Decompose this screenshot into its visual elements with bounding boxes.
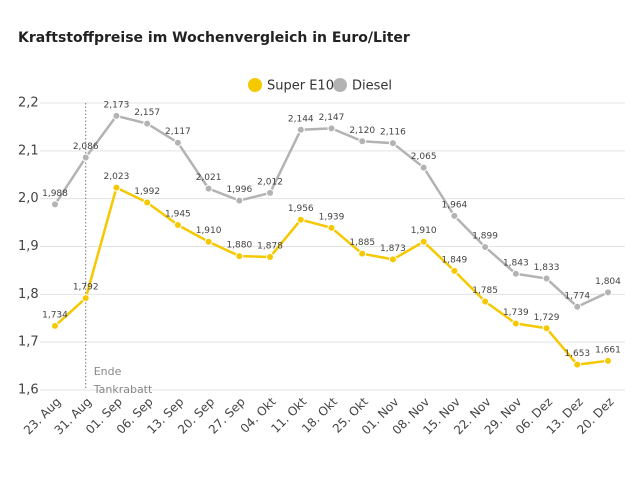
data-point [296, 125, 305, 134]
data-point [81, 294, 90, 303]
legend-label: Diesel [352, 79, 392, 94]
data-point [419, 237, 428, 246]
data-label: 1,878 [257, 242, 283, 252]
data-point [481, 242, 490, 251]
data-point [51, 321, 59, 330]
data-label: 1,653 [564, 349, 590, 359]
data-label: 1,996 [226, 185, 252, 195]
data-label: 2,173 [104, 100, 130, 110]
data-label: 1,885 [349, 238, 375, 248]
data-point [388, 139, 397, 148]
data-point [235, 252, 244, 261]
data-label: 2,021 [196, 173, 222, 183]
data-point [388, 255, 397, 264]
data-label: 1,988 [42, 189, 68, 199]
data-point [542, 324, 551, 333]
annotation-text: Ende [94, 365, 122, 378]
chart-title: Kraftstoffpreise im Wochenvergleich in E… [18, 30, 410, 46]
data-label: 2,157 [134, 108, 160, 118]
legend-swatch [248, 78, 262, 92]
data-point [112, 111, 121, 120]
data-point [173, 220, 182, 229]
data-label: 2,116 [380, 128, 406, 138]
y-tick-label: 1,8 [18, 287, 39, 302]
data-label: 1,833 [534, 263, 560, 273]
data-label: 1,661 [595, 345, 621, 355]
data-label: 1,992 [134, 187, 160, 197]
data-label: 2,120 [349, 126, 375, 136]
data-label: 1,729 [534, 313, 560, 323]
data-point [173, 138, 182, 147]
y-tick-label: 1,7 [18, 335, 39, 350]
data-label: 2,117 [165, 127, 191, 137]
y-tick-label: 1,6 [18, 383, 39, 398]
data-point [143, 198, 152, 207]
data-label: 2,147 [319, 113, 345, 123]
data-point [419, 163, 428, 172]
data-label: 1,774 [564, 291, 590, 301]
data-label: 1,899 [472, 231, 498, 241]
y-tick-label: 2,0 [18, 191, 39, 206]
data-label: 1,939 [319, 212, 345, 222]
data-point [604, 356, 612, 365]
data-point [450, 211, 459, 220]
legend-label: Super E10 [267, 79, 334, 94]
data-label: 1,880 [226, 241, 252, 251]
data-point [204, 237, 213, 246]
data-label: 1,785 [472, 286, 498, 296]
data-point [235, 196, 244, 205]
data-label: 1,945 [165, 209, 191, 219]
data-point [450, 266, 459, 275]
data-point [573, 302, 582, 311]
data-label: 1,804 [595, 277, 621, 287]
data-point [542, 274, 551, 283]
data-point [266, 253, 275, 262]
data-point [266, 188, 275, 197]
data-label: 2,065 [411, 152, 437, 162]
annotation-text: Tankrabatt [93, 383, 153, 396]
data-label: 2,086 [73, 142, 99, 152]
y-tick-label: 2,1 [18, 143, 39, 158]
data-point [296, 215, 305, 224]
data-point [511, 319, 520, 328]
data-point [358, 249, 367, 258]
data-label: 2,012 [257, 177, 283, 187]
data-point [358, 137, 367, 146]
data-point [481, 297, 490, 306]
data-label: 1,792 [73, 283, 99, 293]
data-point [573, 360, 582, 369]
series-line [53, 114, 609, 309]
data-label: 1,910 [196, 226, 222, 236]
data-label: 1,964 [442, 200, 468, 210]
data-point [51, 200, 59, 209]
data-label: 1,849 [442, 255, 468, 265]
data-point [81, 153, 90, 162]
data-point [511, 269, 520, 278]
legend-swatch [333, 78, 347, 92]
y-tick-label: 1,9 [18, 239, 39, 254]
data-point [112, 183, 121, 192]
data-label: 1,956 [288, 204, 314, 214]
data-point [204, 184, 213, 193]
data-label: 1,843 [503, 258, 529, 268]
data-label: 1,873 [380, 244, 406, 254]
data-point [604, 288, 612, 297]
data-label: 2,144 [288, 114, 314, 124]
y-tick-label: 2,2 [18, 96, 39, 111]
data-point [327, 124, 336, 133]
data-point [327, 223, 336, 232]
data-label: 1,910 [411, 226, 437, 236]
data-label: 1,734 [42, 310, 68, 320]
data-label: 1,739 [503, 308, 529, 318]
data-label: 2,023 [104, 172, 130, 182]
data-point [143, 119, 152, 128]
